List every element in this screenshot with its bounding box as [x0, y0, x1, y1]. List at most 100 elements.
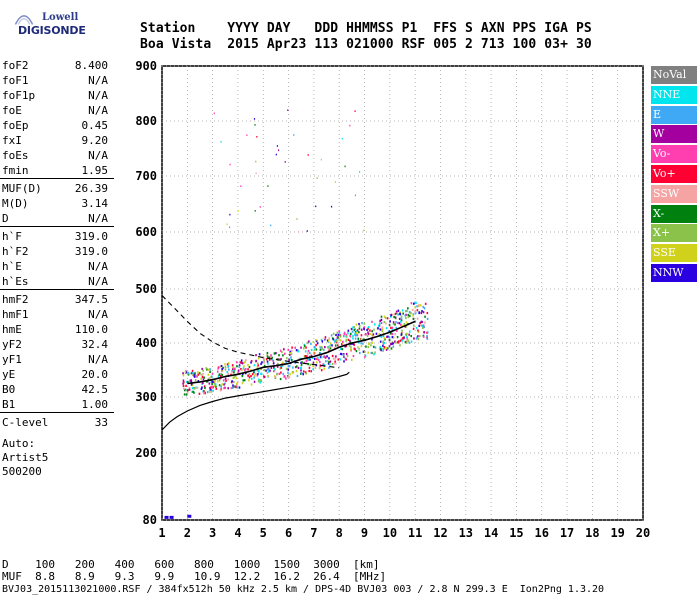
- echo-point: [255, 372, 257, 375]
- legend-item-noval: NoVal: [651, 66, 697, 84]
- echo-point: [386, 335, 388, 338]
- echo-point: [426, 331, 429, 334]
- echo-point: [223, 383, 225, 386]
- echo-point: [343, 332, 346, 336]
- echo-point: [285, 377, 287, 380]
- echo-point: [247, 363, 249, 367]
- echo-point: [405, 325, 408, 328]
- echo-point: [397, 309, 400, 312]
- y-tick-label: 200: [135, 446, 157, 460]
- echo-point: [320, 338, 323, 341]
- echo-point: [422, 335, 425, 338]
- echo-point: [282, 354, 284, 357]
- echo-point: [252, 371, 255, 374]
- echo-point: [236, 381, 239, 384]
- echo-point: [201, 386, 203, 389]
- echo-point: [307, 349, 310, 353]
- echo-point: [282, 372, 285, 376]
- y-tick-label: 700: [135, 169, 157, 183]
- echo-point: [190, 382, 193, 386]
- echo-point: [256, 374, 259, 377]
- param-value: N/A: [88, 275, 108, 288]
- echo-point: [385, 348, 388, 351]
- echo-point: [358, 324, 361, 328]
- echo-point: [302, 370, 305, 373]
- echo-point: [367, 327, 369, 330]
- echo-point: [371, 335, 374, 339]
- echo-point: [340, 339, 342, 342]
- param-yf2: yF2 32.4: [0, 337, 114, 352]
- legend-item-w: W: [651, 125, 697, 144]
- echo-point: [321, 340, 324, 343]
- echo-point: [238, 364, 241, 367]
- echo-point: [201, 367, 203, 371]
- echo-point: [207, 368, 210, 371]
- legend-item-vo: Vo-: [651, 145, 697, 164]
- echo-point: [213, 112, 215, 115]
- echo-point: [361, 322, 363, 325]
- echo-point: [399, 313, 402, 316]
- echo-point: [328, 366, 330, 369]
- echo-point: [276, 365, 279, 368]
- echo-point: [385, 346, 388, 350]
- echo-point: [389, 315, 392, 318]
- echo-point: [182, 382, 184, 385]
- param-hmf1: hmF1 N/A: [0, 307, 114, 322]
- legend-item-vo: Vo+: [651, 164, 697, 183]
- echo-point: [212, 380, 215, 384]
- echo-point: [204, 386, 206, 390]
- x-tick-label: 10: [383, 526, 397, 540]
- echo-point: [314, 348, 317, 351]
- x-tick-label: 20: [636, 526, 650, 540]
- echo-point: [232, 376, 235, 380]
- echo-point: [386, 317, 389, 320]
- y-tick-label: 800: [135, 114, 157, 128]
- echo-point: [222, 366, 224, 369]
- param-value: N/A: [88, 104, 108, 117]
- echo-point: [243, 379, 246, 382]
- echo-point: [342, 335, 345, 338]
- x-tick-label: 15: [509, 526, 523, 540]
- echo-point: [209, 370, 211, 374]
- echo-point: [354, 331, 357, 334]
- echo-point: [211, 385, 214, 388]
- upper-profile-dashed-line: [161, 295, 340, 369]
- param-value: 9.20: [81, 134, 109, 147]
- echo-point: [328, 337, 330, 340]
- echo-point: [298, 357, 301, 360]
- echo-point: [350, 346, 352, 349]
- echo-point: [266, 371, 269, 375]
- autoscale-line3: 500200: [2, 465, 42, 478]
- echo-point: [296, 218, 298, 220]
- echo-point: [424, 302, 427, 305]
- echo-point: [401, 309, 404, 312]
- echo-point: [241, 362, 244, 365]
- echo-point: [231, 364, 234, 367]
- echo-point: [273, 352, 276, 355]
- echo-point: [416, 309, 419, 312]
- echo-point: [400, 320, 402, 323]
- echo-point: [382, 347, 384, 350]
- echo-point: [202, 392, 205, 395]
- echo-point: [320, 158, 322, 161]
- echo-point: [382, 334, 385, 337]
- echo-point: [192, 390, 194, 393]
- echo-point: [183, 387, 185, 390]
- echo-point: [403, 323, 406, 326]
- echo-point: [258, 378, 260, 381]
- echo-point: [324, 356, 327, 359]
- echo-point: [314, 366, 317, 370]
- echo-point: [305, 360, 308, 363]
- echo-point: [363, 327, 365, 331]
- echo-point: [257, 373, 259, 376]
- param-label: foF1p: [2, 89, 36, 102]
- echo-point: [194, 379, 197, 382]
- param-label: foF1: [2, 74, 29, 87]
- echo-point: [326, 355, 328, 358]
- echo-point: [210, 385, 212, 388]
- echo-point: [317, 358, 320, 362]
- echo-point: [183, 393, 186, 396]
- echo-point: [246, 134, 248, 137]
- param-value: N/A: [88, 353, 108, 366]
- param-label: M(D): [2, 197, 29, 210]
